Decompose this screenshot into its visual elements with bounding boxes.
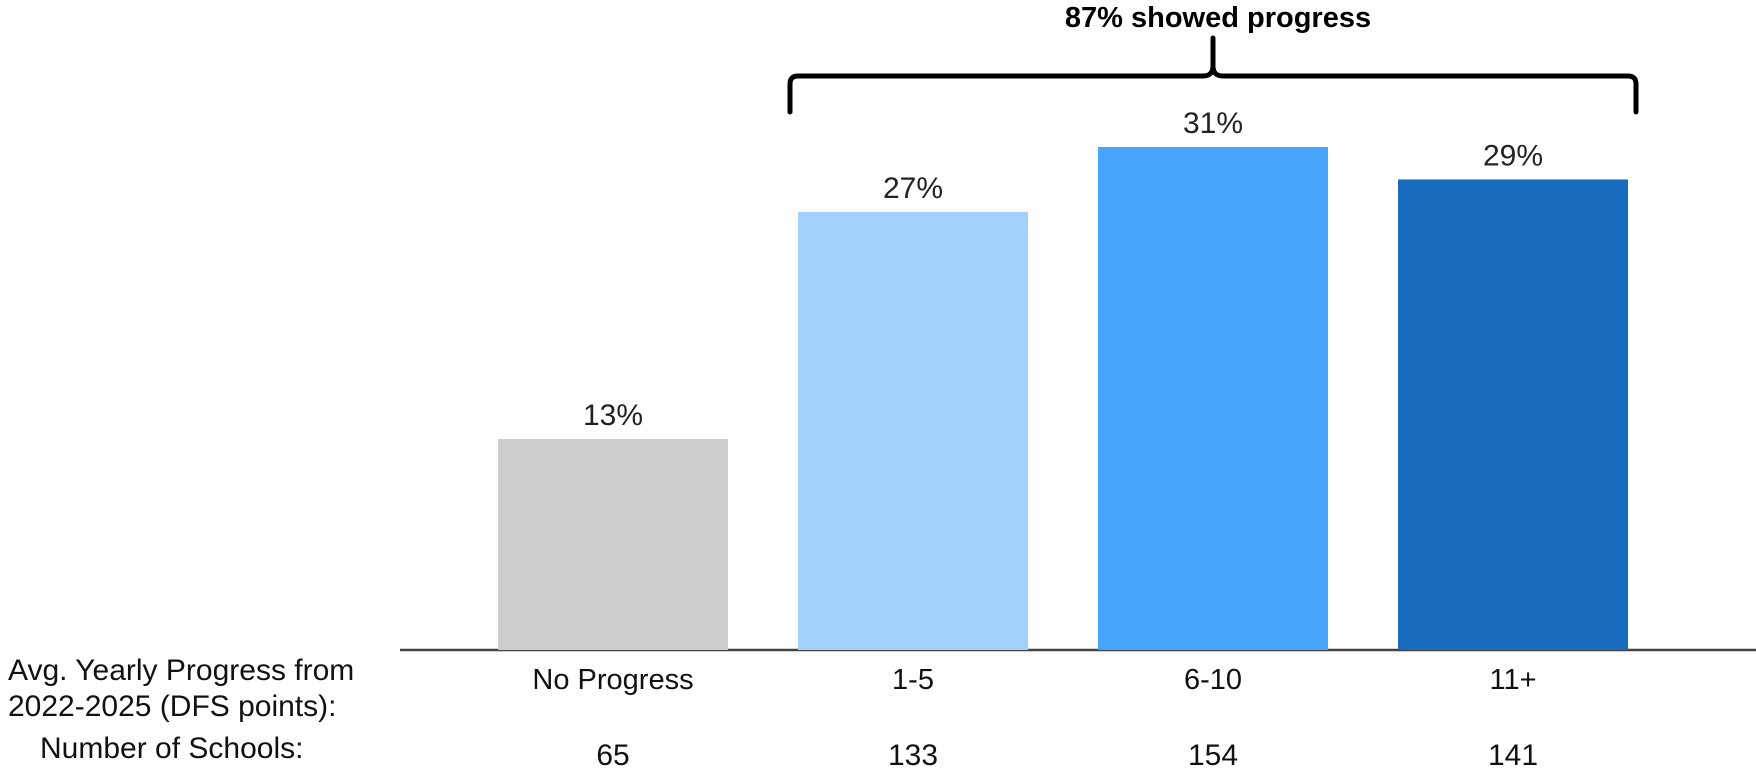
bar-value-label: 27% xyxy=(883,172,943,205)
x-axis-label: Avg. Yearly Progress from 2022-2025 (DFS… xyxy=(8,654,355,723)
bar-value-label: 13% xyxy=(583,399,643,432)
schools-row-label: Number of Schools: xyxy=(40,732,304,765)
x-tick-label: 11+ xyxy=(1489,664,1536,696)
bar-value-label: 31% xyxy=(1183,107,1243,140)
progress-bracket: 87% showed progress xyxy=(787,2,1639,115)
x-tick-label: 6-10 xyxy=(1184,664,1242,696)
bar xyxy=(498,439,728,650)
bar xyxy=(1098,147,1328,650)
x-tick-label: 1-5 xyxy=(892,664,934,696)
bar xyxy=(1398,179,1628,651)
x-tick-label: No Progress xyxy=(532,664,693,696)
schools-count-label: 154 xyxy=(1188,739,1238,771)
schools-count-label: 141 xyxy=(1488,739,1538,771)
bar-value-label: 29% xyxy=(1483,139,1543,172)
schools-count-label: 133 xyxy=(888,739,938,771)
bar xyxy=(798,211,1028,650)
bracket-shape xyxy=(787,35,1639,115)
bracket-label: 87% showed progress xyxy=(1065,2,1371,34)
schools-count-label: 65 xyxy=(596,739,629,771)
